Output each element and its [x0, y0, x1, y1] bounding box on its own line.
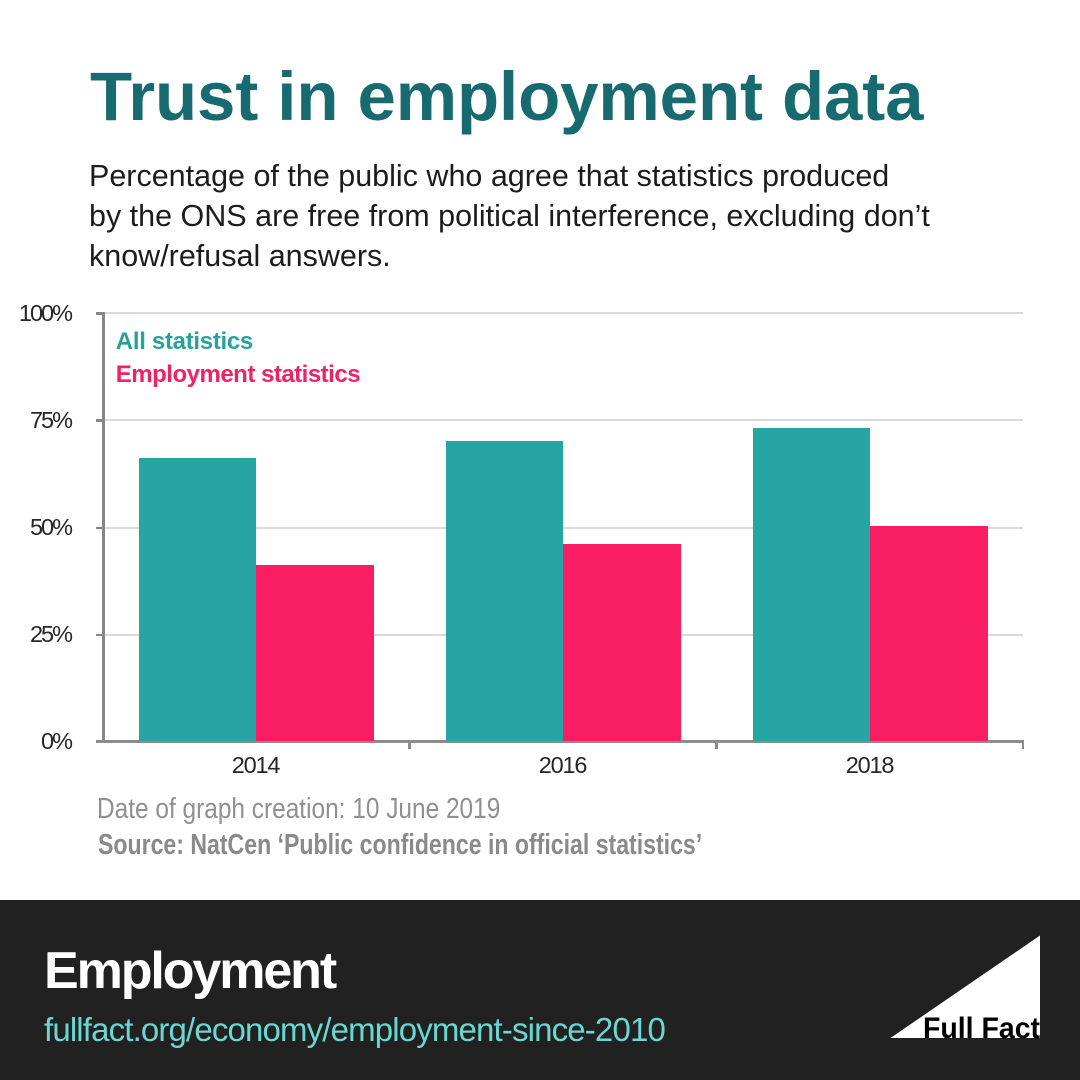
svg-text:Full Fact: Full Fact — [923, 1012, 1040, 1045]
